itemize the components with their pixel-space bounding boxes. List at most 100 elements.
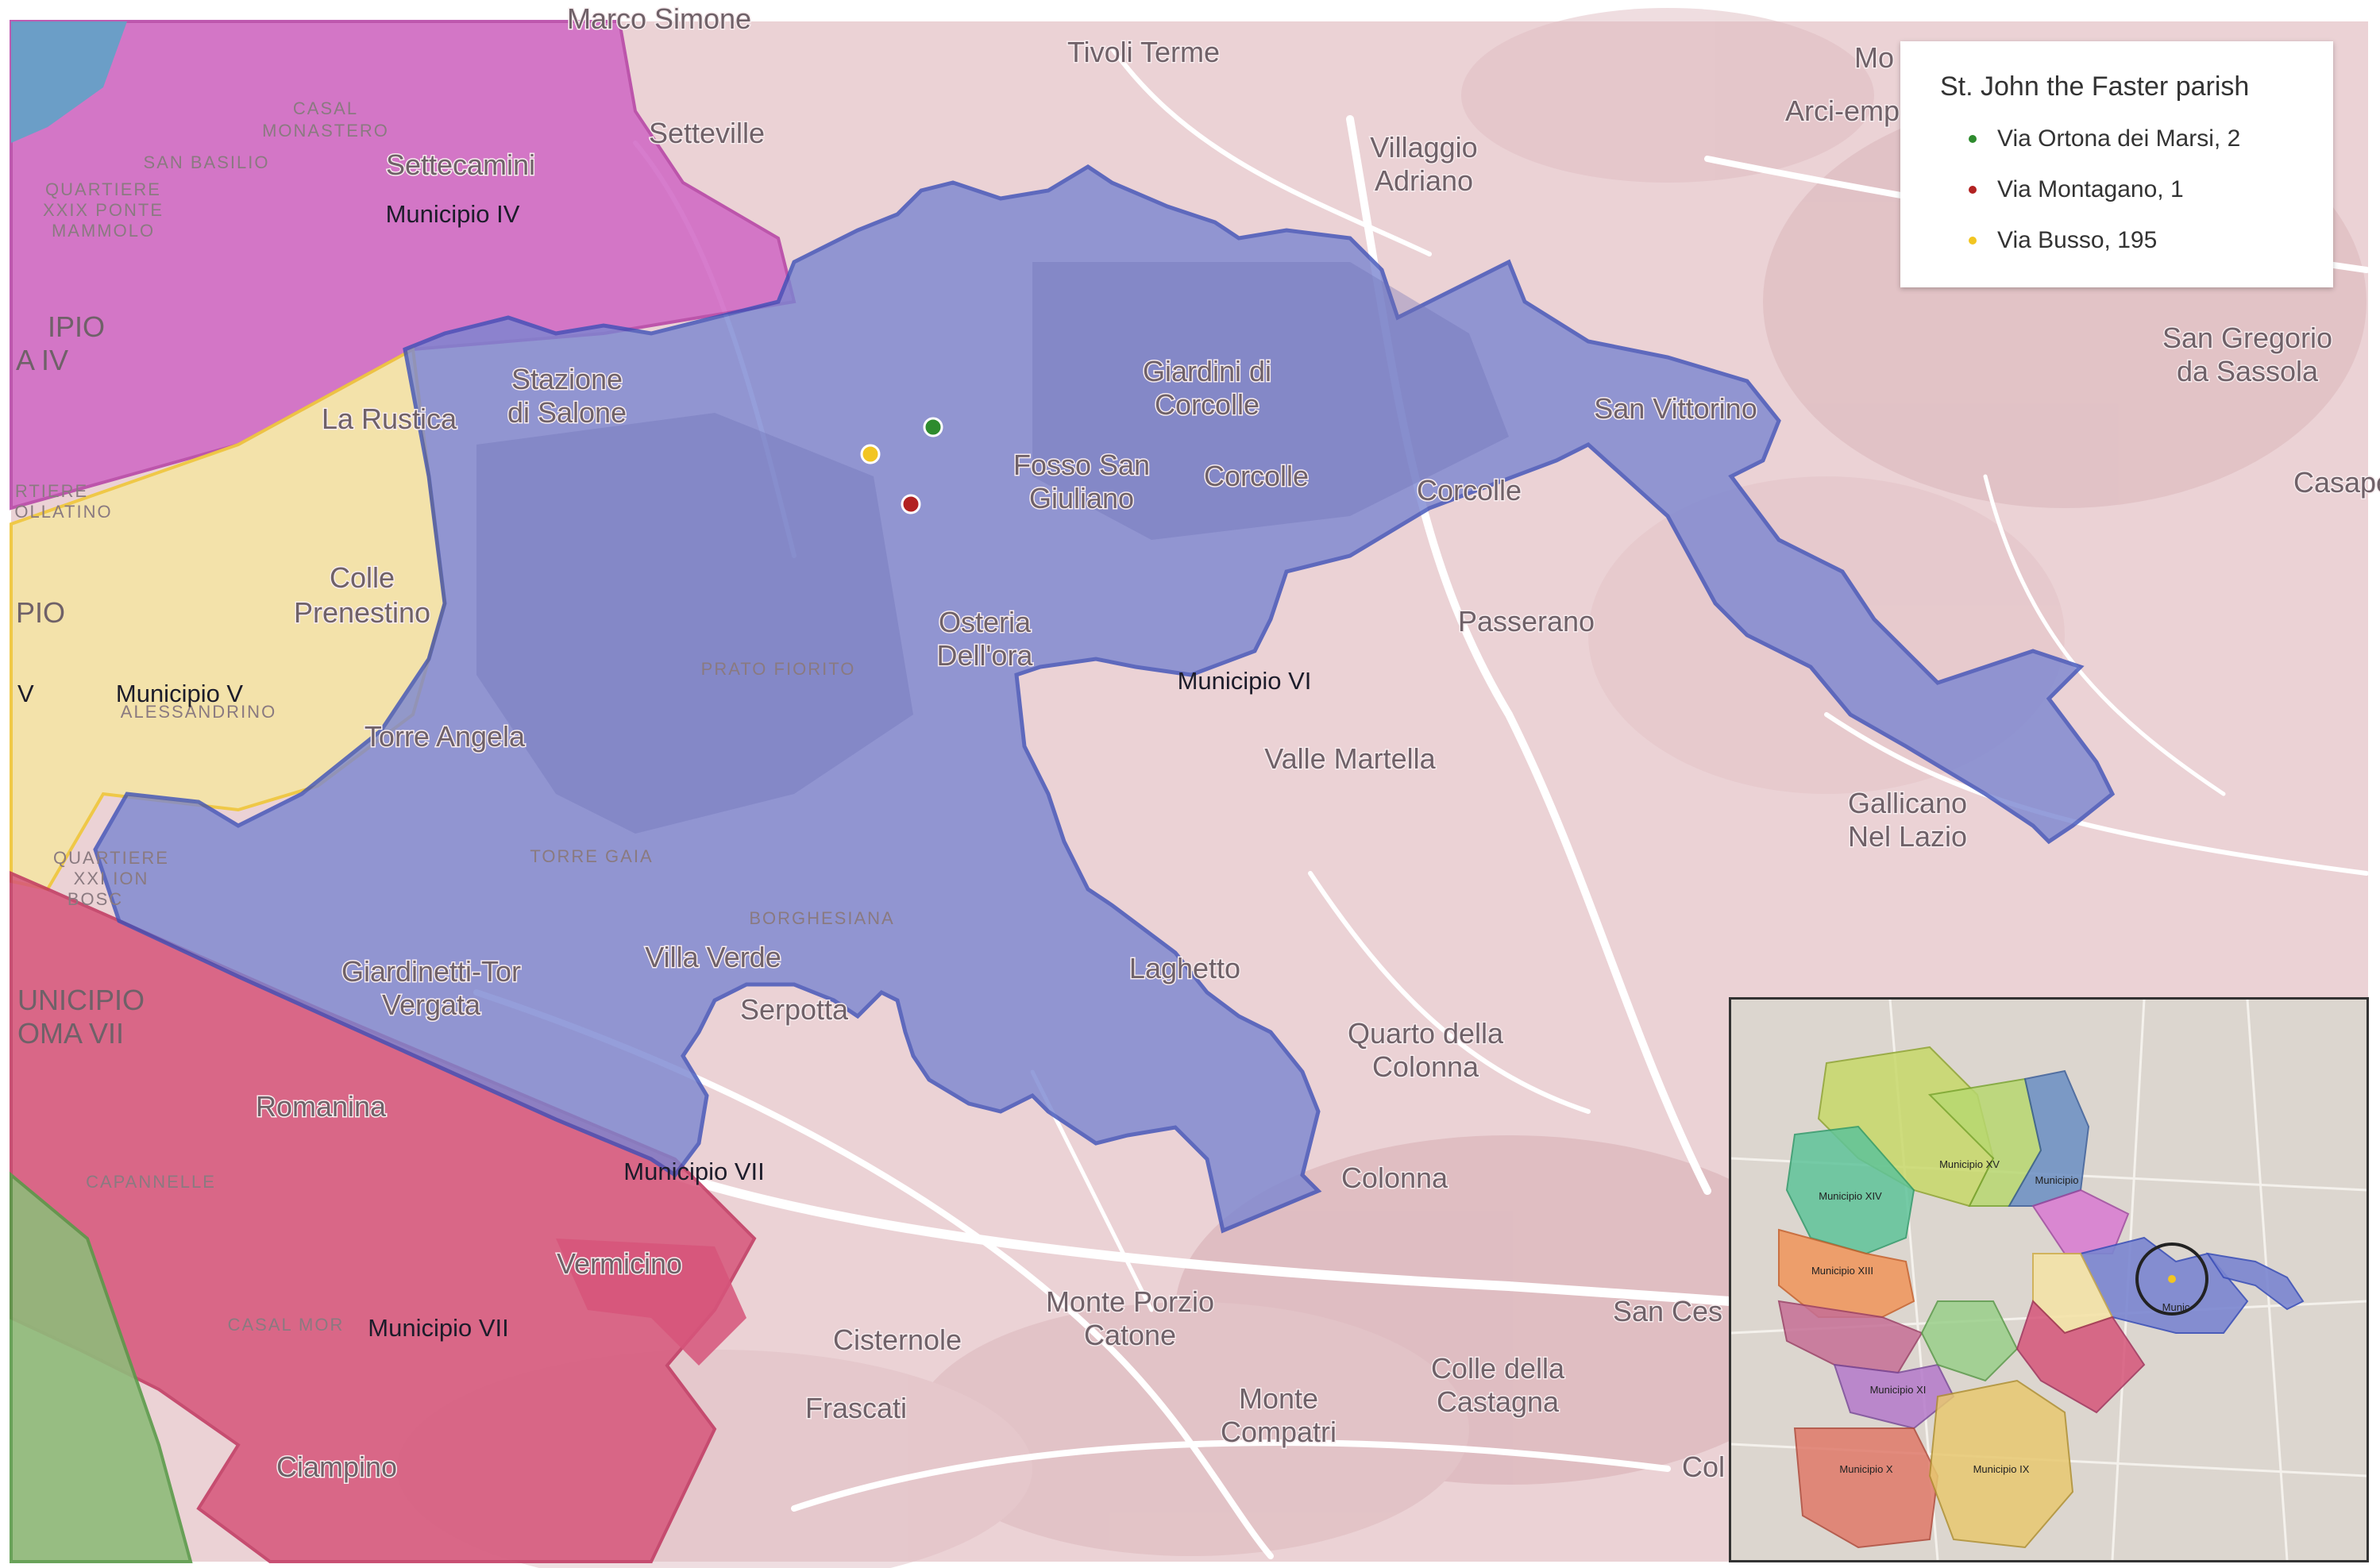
legend-panel: St. John the Faster parish Via Ortona de… <box>1900 41 2333 287</box>
label-villa-verde: Villa Verde <box>645 941 781 973</box>
label-stazione: Stazione <box>511 363 623 395</box>
label-monastero: MONASTERO <box>262 121 389 141</box>
inset-label-ii: Municipio <box>2035 1174 2079 1186</box>
label-colonna-a: Colonna <box>1372 1050 1479 1083</box>
inset-label-ix: Municipio IX <box>1973 1463 2030 1475</box>
label-prenestino: Prenestino <box>294 596 430 629</box>
label-monte: Monte <box>1239 1382 1318 1415</box>
label-colonna-b: Colonna <box>1341 1162 1448 1194</box>
label-cisternole: Cisternole <box>833 1323 962 1356</box>
label-castagna: Castagna <box>1437 1385 1560 1418</box>
label-mammolo: MAMMOLO <box>52 221 155 241</box>
label-compatri: Compatri <box>1221 1416 1337 1448</box>
municipio-vi-inner-dark-east <box>1032 262 1509 540</box>
label-torre-gaia: TORRE GAIA <box>530 846 653 866</box>
legend-title: St. John the Faster parish <box>1940 71 2250 102</box>
legend-item-via-ortona: Via Ortona dei Marsi, 2 <box>1969 125 2241 152</box>
label-giuliano: Giuliano <box>1029 482 1134 514</box>
label-oma-vii: OMA VII <box>17 1017 124 1050</box>
label-quarto-della: Quarto della <box>1348 1017 1504 1050</box>
legend-dot-green <box>1969 135 1977 143</box>
inset-overview-map[interactable]: Municipio XIV Municipio XV Municipio Mun… <box>1729 997 2369 1562</box>
inset-municipio-x <box>1793 1427 1939 1549</box>
inset-label-xiii: Municipio XIII <box>1811 1265 1873 1277</box>
label-quartiere: QUARTIERE <box>45 179 161 199</box>
label-da-sassola: da Sassola <box>2177 355 2319 387</box>
label-passerano: Passerano <box>1458 605 1595 638</box>
label-romanina: Romanina <box>256 1090 387 1123</box>
municipio-blue-corner <box>11 21 127 143</box>
municipio-vi-inner-dark <box>476 413 913 834</box>
label-vermicino: Vermicino <box>557 1247 682 1280</box>
label-pio: PIO <box>16 596 65 629</box>
label-catone: Catone <box>1084 1319 1176 1351</box>
legend-dot-yellow <box>1969 237 1977 245</box>
label-quartiere-b: QUARTIERE <box>53 848 169 868</box>
inset-label-vi: Munic <box>2162 1301 2190 1313</box>
label-corcolle-a: Corcolle <box>1155 388 1259 421</box>
label-casal-mor: CASAL MOR <box>228 1315 345 1335</box>
label-nel-lazio: Nel Lazio <box>1848 820 1967 853</box>
label-san-gregorio: San Gregorio <box>2162 322 2332 354</box>
label-xxi-ion: XXI ION <box>74 869 149 888</box>
label-bosc: BOSC <box>68 889 123 909</box>
label-serpotta: Serpotta <box>740 993 849 1026</box>
label-laghetto: Laghetto <box>1129 952 1240 984</box>
label-san-vittorino: San Vittorino <box>1594 392 1757 425</box>
label-corcolle-c: Corcolle <box>1417 474 1522 507</box>
label-marco-simone: Marco Simone <box>567 2 751 35</box>
label-san-ces: San Ces <box>1613 1295 1722 1327</box>
legend-item-via-montagano: Via Montagano, 1 <box>1969 176 2184 203</box>
label-municipio-vi: Municipio VI <box>1178 667 1312 695</box>
inset-label-xv: Municipio XV <box>1939 1158 2000 1170</box>
label-torre-angela: Torre Angela <box>365 720 526 753</box>
label-monte-porzio: Monte Porzio <box>1046 1285 1214 1318</box>
label-xxix-ponte: XXIX PONTE <box>43 200 164 220</box>
label-municipio-iv: Municipio IV <box>386 200 520 228</box>
label-municipio-vii-a: Municipio VII <box>623 1158 764 1185</box>
label-settecamini: Settecamini <box>386 148 535 181</box>
marker-via-montagano[interactable] <box>901 494 921 514</box>
label-di-salone: di Salone <box>507 396 627 429</box>
label-setteville: Setteville <box>649 117 765 149</box>
label-rtiere: RTIERE <box>15 481 88 501</box>
inset-municipio-vi-tail <box>2205 1252 2305 1311</box>
label-ollatino: OLLATINO <box>14 502 112 522</box>
label-giardini-di: Giardini di <box>1143 355 1271 387</box>
label-frascati: Frascati <box>805 1392 907 1424</box>
label-borghesiana: BORGHESIANA <box>749 908 894 928</box>
inset-label-xiv: Municipio XIV <box>1819 1190 1882 1202</box>
label-san-basilio: SAN BASILIO <box>144 152 270 172</box>
inset-municipio-ix <box>1928 1379 2074 1549</box>
label-municipio-v: Municipio V <box>116 680 244 707</box>
label-municipio-vii-b: Municipio VII <box>368 1314 508 1342</box>
legend-label-via-busso: Via Busso, 195 <box>1997 227 2158 253</box>
inset-municipio-xiv <box>1785 1125 1915 1255</box>
marker-via-ortona-dei-marsi[interactable] <box>923 417 943 437</box>
label-valle-martella: Valle Martella <box>1264 742 1436 775</box>
legend-label-via-montagano: Via Montagano, 1 <box>1997 176 2184 202</box>
marker-via-busso[interactable] <box>860 444 881 464</box>
label-casal: CASAL <box>293 98 358 118</box>
inset-label-x: Municipio X <box>1839 1463 1893 1475</box>
label-mo: Mo <box>1854 41 1894 74</box>
label-v-cut: V <box>17 680 34 707</box>
label-ipio-a: IPIO <box>48 310 105 343</box>
label-arci-emp: Arci-emp <box>1785 94 1900 127</box>
label-giardinetti-tor: Giardinetti-Tor <box>341 955 521 988</box>
label-osteria: Osteria <box>939 606 1032 638</box>
inset-focus-circle <box>2135 1242 2208 1316</box>
inset-label-xi: Municipio XI <box>1870 1384 1927 1396</box>
legend-label-via-ortona: Via Ortona dei Marsi, 2 <box>1997 125 2241 152</box>
legend-item-via-busso: Via Busso, 195 <box>1969 227 2158 254</box>
inset-municipio-iv <box>2031 1189 2130 1254</box>
label-villaggio: Villaggio <box>1370 131 1477 164</box>
inset-municipio-vi <box>2079 1236 2249 1334</box>
label-tivoli-terme: Tivoli Terme <box>1067 36 1220 68</box>
label-vergata: Vergata <box>382 988 481 1021</box>
label-dell-ora: Dell'ora <box>937 639 1034 672</box>
inset-municipio-vii <box>2015 1300 2146 1414</box>
inset-municipio-viii <box>1920 1300 2019 1382</box>
label-prato-fiorito: PRATO FIORITO <box>701 659 856 679</box>
label-la-rustica: La Rustica <box>322 403 457 435</box>
